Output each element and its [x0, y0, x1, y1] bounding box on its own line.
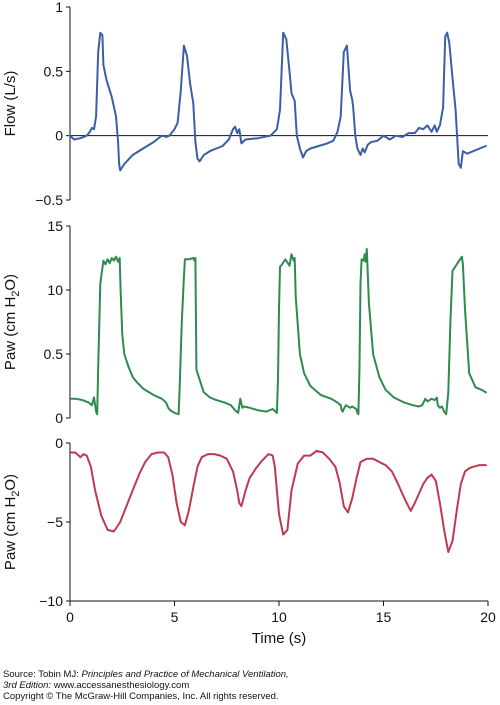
y-tick-label: 0.5	[44, 346, 64, 362]
x-tick-label: 0	[66, 609, 74, 625]
y-tick-label: −10	[39, 593, 63, 609]
y-axis-label: Paw (cm H2O)	[2, 474, 22, 570]
x-tick-label: 15	[376, 609, 392, 625]
source-line-1: Source: Tobin MJ: Principles and Practic…	[3, 669, 289, 680]
y-tick-label: 0	[55, 435, 63, 451]
x-axis-label: Time (s)	[252, 630, 306, 647]
source-edition: 3rd Edition:	[3, 680, 54, 691]
x-tick-label: 5	[171, 609, 179, 625]
y-tick-label: 1	[55, 0, 63, 15]
source-book-title: Principles and Practice of Mechanical Ve…	[81, 669, 289, 680]
source-url: www.accessanesthesiology.com	[53, 680, 190, 691]
source-citation: Source: Tobin MJ: Principles and Practic…	[3, 669, 289, 702]
y-tick-label: −0.5	[35, 192, 63, 208]
y-tick-label: 15	[47, 218, 63, 234]
y-tick-label: 0.5	[44, 63, 64, 79]
y-axis-label: Paw (cm H2O)	[2, 274, 22, 370]
series-line-2	[69, 248, 487, 416]
series-line-1	[69, 31, 487, 172]
source-author: Source: Tobin MJ:	[3, 669, 82, 680]
x-tick-label: 10	[271, 609, 287, 625]
y-tick-label: 10	[47, 282, 63, 298]
y-tick-label: −5	[47, 514, 63, 530]
y-axis-label: Flow (L/s)	[2, 71, 19, 137]
x-tick-label: 20	[480, 609, 496, 625]
y-tick-label: 0	[55, 128, 63, 144]
y-tick-label: 0	[55, 410, 63, 426]
series-line-3	[69, 449, 487, 553]
source-line-2: 3rd Edition: www.accessanesthesiology.co…	[3, 680, 289, 691]
source-line-3: Copyright © The McGraw-Hill Companies, I…	[3, 691, 279, 702]
